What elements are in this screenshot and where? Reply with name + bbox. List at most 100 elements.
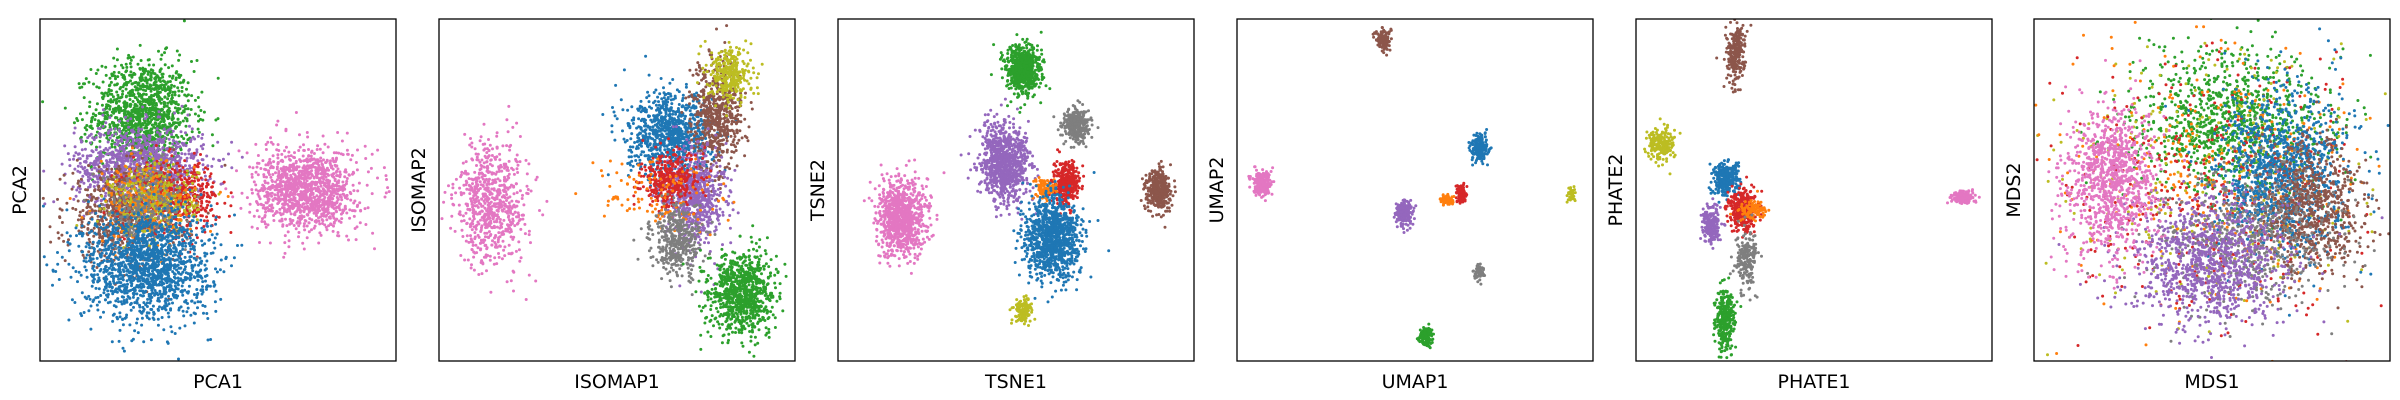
- data-point: [222, 180, 226, 184]
- data-point: [183, 152, 187, 156]
- data-point: [199, 204, 203, 208]
- data-point: [63, 106, 67, 110]
- data-point: [177, 123, 181, 127]
- data-point: [215, 202, 219, 206]
- data-point: [133, 96, 137, 99]
- data-point: [193, 194, 197, 198]
- data-point: [112, 201, 116, 205]
- data-point: [186, 81, 190, 85]
- data-point: [197, 119, 200, 123]
- data-point: [147, 63, 151, 67]
- data-point: [118, 145, 122, 149]
- data-point: [73, 126, 77, 130]
- data-point: [127, 53, 131, 57]
- data-point: [88, 100, 92, 104]
- data-point: [94, 114, 98, 118]
- data-point: [152, 116, 156, 120]
- data-point: [132, 212, 136, 216]
- data-point: [147, 204, 151, 208]
- data-point: [147, 198, 151, 202]
- data-point: [187, 180, 191, 184]
- data-point: [89, 120, 93, 124]
- data-point: [159, 101, 163, 105]
- data-point: [201, 147, 205, 151]
- data-point: [103, 111, 106, 115]
- data-point: [146, 72, 150, 76]
- data-point: [202, 193, 206, 197]
- data-point: [43, 202, 47, 206]
- data-point: [170, 167, 174, 171]
- data-point: [162, 328, 166, 332]
- data-point: [144, 98, 148, 102]
- data-point: [165, 219, 169, 223]
- data-point: [110, 142, 114, 146]
- data-point: [133, 160, 137, 164]
- data-point: [157, 49, 160, 53]
- data-point: [166, 80, 170, 84]
- data-point: [117, 119, 121, 123]
- data-point: [98, 207, 102, 211]
- data-point: [65, 201, 69, 205]
- data-point: [136, 98, 139, 102]
- data-point: [110, 189, 114, 193]
- data-point: [169, 218, 173, 222]
- data-point: [162, 120, 166, 124]
- data-point: [83, 169, 87, 173]
- data-point: [213, 246, 217, 250]
- data-point: [152, 192, 156, 196]
- data-point: [142, 136, 146, 140]
- data-point: [197, 114, 201, 118]
- data-point: [41, 196, 45, 200]
- data-point: [211, 214, 215, 218]
- data-point: [93, 204, 97, 208]
- data-point: [97, 185, 101, 189]
- data-point: [182, 143, 186, 147]
- data-point: [177, 154, 181, 158]
- data-point: [111, 227, 115, 231]
- data-point: [202, 143, 205, 147]
- data-point: [150, 87, 154, 91]
- data-point: [109, 128, 113, 131]
- data-point: [209, 172, 213, 176]
- data-point: [182, 180, 186, 184]
- data-point: [129, 73, 133, 77]
- data-point: [95, 102, 99, 106]
- data-point: [97, 170, 101, 174]
- data-point: [210, 193, 214, 197]
- data-point: [149, 75, 153, 79]
- data-point: [142, 340, 146, 344]
- data-point: [135, 133, 139, 137]
- data-point: [113, 262, 117, 266]
- data-point: [62, 239, 66, 243]
- data-point: [122, 183, 125, 187]
- data-point: [201, 118, 205, 122]
- data-point: [98, 189, 102, 193]
- data-point: [105, 159, 108, 163]
- data-point: [77, 152, 81, 156]
- data-point: [195, 150, 199, 154]
- data-point: [119, 218, 123, 222]
- data-point: [149, 89, 153, 93]
- data-point: [125, 141, 128, 144]
- data-point: [216, 140, 220, 144]
- data-point: [144, 93, 148, 96]
- data-point: [135, 163, 139, 167]
- data-point: [205, 206, 209, 210]
- data-point: [86, 204, 90, 208]
- data-point: [218, 190, 222, 194]
- data-point: [193, 98, 197, 102]
- data-point: [168, 80, 172, 83]
- data-point: [119, 86, 123, 89]
- data-point: [89, 154, 93, 158]
- data-point: [85, 154, 89, 158]
- data-point: [132, 106, 136, 110]
- data-point: [125, 194, 129, 197]
- data-point: [131, 139, 135, 143]
- data-point: [159, 158, 163, 162]
- data-point: [180, 134, 184, 138]
- data-point: [123, 199, 127, 203]
- data-point: [51, 283, 54, 287]
- data-point: [173, 171, 177, 174]
- data-point: [86, 193, 89, 197]
- data-point: [158, 96, 162, 100]
